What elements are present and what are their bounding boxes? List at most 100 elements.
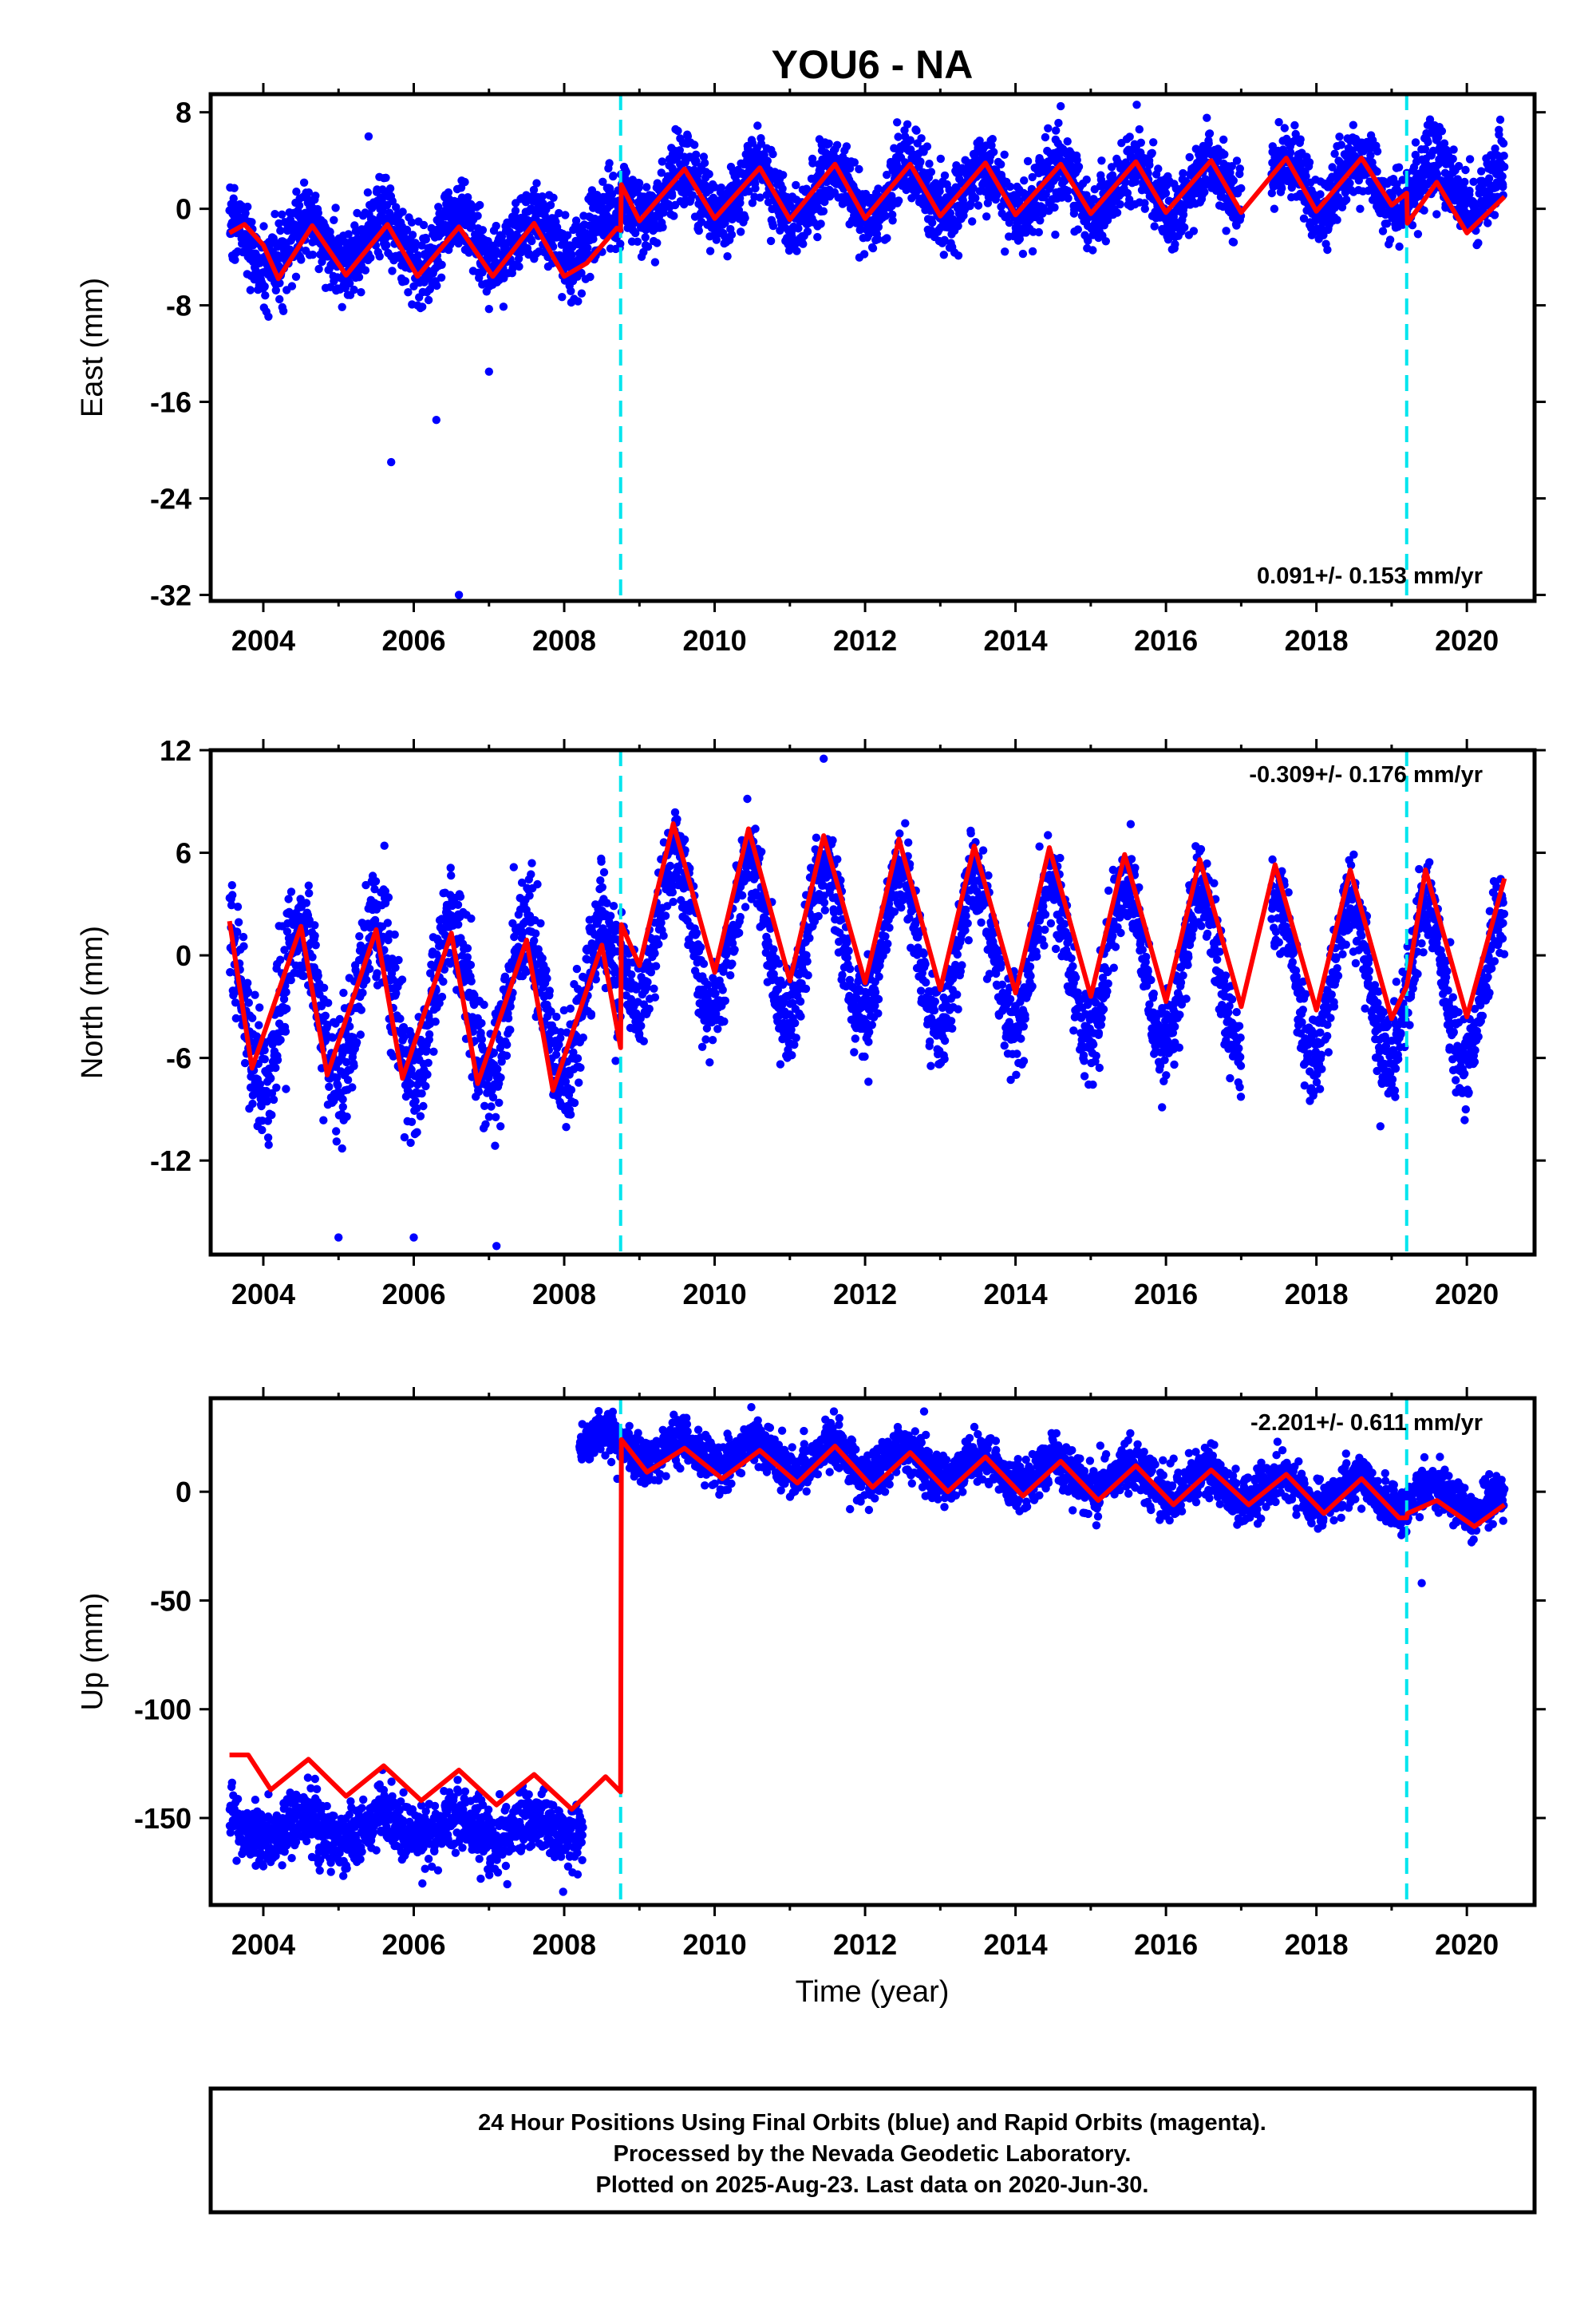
data-point	[279, 306, 288, 315]
data-point	[416, 1047, 425, 1057]
data-point	[1123, 188, 1132, 198]
data-point	[579, 1034, 587, 1042]
data-point	[239, 932, 248, 942]
data-point	[407, 1117, 417, 1127]
data-point	[559, 1006, 568, 1015]
data-point	[496, 1122, 505, 1131]
data-point	[401, 277, 410, 286]
data-point	[1064, 194, 1073, 203]
data-point	[259, 222, 268, 231]
data-point	[354, 273, 364, 282]
data-point	[881, 211, 890, 220]
data-point	[1001, 247, 1009, 256]
data-point	[389, 1052, 398, 1061]
data-point	[1041, 132, 1050, 142]
data-point	[824, 139, 833, 148]
data-point	[271, 286, 280, 294]
data-point	[1150, 222, 1159, 231]
data-point	[674, 126, 682, 136]
data-point	[1135, 124, 1144, 134]
data-point	[304, 881, 313, 890]
data-point	[381, 173, 390, 182]
east-model-fit-line	[228, 156, 1507, 282]
data-point	[736, 199, 745, 207]
east-points	[225, 101, 1509, 599]
data-point	[263, 1133, 273, 1142]
data-point	[1148, 148, 1156, 157]
data-point	[1474, 239, 1483, 247]
data-point	[346, 1022, 354, 1031]
data-point	[260, 1055, 269, 1064]
data-point	[480, 1101, 489, 1111]
data-point	[700, 159, 709, 168]
data-point	[792, 247, 801, 255]
data-point	[243, 987, 253, 996]
x-tick-label: 2016	[1134, 624, 1198, 657]
data-point	[561, 211, 570, 219]
data-point	[319, 983, 329, 993]
data-point	[227, 881, 236, 890]
data-point	[1205, 129, 1215, 138]
data-point	[433, 281, 441, 290]
data-point	[1378, 227, 1388, 235]
data-point	[633, 237, 642, 246]
data-point	[500, 972, 510, 982]
data-point	[424, 1058, 433, 1068]
data-point	[411, 239, 420, 247]
data-point	[325, 1082, 334, 1092]
data-point	[1028, 172, 1037, 182]
data-point	[394, 955, 403, 965]
x-tick-label: 2004	[231, 624, 295, 657]
data-point	[734, 206, 744, 215]
data-point	[248, 1014, 257, 1022]
data-point	[281, 1027, 290, 1036]
y-tick-label: -16	[150, 386, 192, 419]
data-point	[552, 1012, 561, 1022]
x-tick-label: 2014	[984, 624, 1048, 657]
data-point	[356, 941, 365, 951]
data-point	[1203, 113, 1211, 122]
data-point	[1337, 140, 1346, 149]
data-point	[616, 239, 625, 248]
data-point	[437, 273, 446, 282]
data-point	[658, 223, 667, 231]
data-point	[311, 941, 320, 950]
data-point	[244, 998, 253, 1007]
data-point	[269, 1095, 279, 1105]
data-point	[384, 893, 393, 902]
east-rate-label: 0.091+/- 0.153 mm/yr	[1257, 563, 1483, 589]
data-point	[538, 954, 547, 963]
data-point	[1132, 101, 1141, 109]
data-point	[813, 232, 822, 242]
data-point	[1434, 132, 1443, 142]
data-point	[1491, 144, 1499, 153]
data-point	[1125, 132, 1134, 141]
data-point	[413, 1128, 421, 1136]
data-point	[356, 1030, 365, 1039]
data-point	[675, 146, 684, 155]
data-point	[971, 194, 980, 203]
data-point	[292, 188, 301, 196]
data-point	[1125, 195, 1134, 204]
data-point	[799, 239, 808, 248]
data-point	[1005, 182, 1015, 192]
data-point	[437, 260, 446, 269]
data-point	[558, 293, 567, 302]
data-point	[346, 279, 354, 288]
data-point	[406, 1138, 415, 1148]
data-point	[392, 203, 401, 211]
data-point	[586, 272, 595, 282]
data-point	[1200, 188, 1209, 196]
data-point	[1101, 237, 1111, 246]
data-point	[503, 1040, 512, 1049]
data-point	[1084, 236, 1092, 245]
data-point	[335, 1014, 344, 1024]
data-point	[939, 251, 949, 259]
data-point	[1290, 121, 1299, 130]
data-point	[954, 251, 963, 260]
data-point	[555, 1040, 563, 1049]
data-point	[855, 225, 864, 235]
data-point	[314, 971, 322, 980]
data-point	[547, 1007, 555, 1016]
data-point	[408, 231, 417, 239]
